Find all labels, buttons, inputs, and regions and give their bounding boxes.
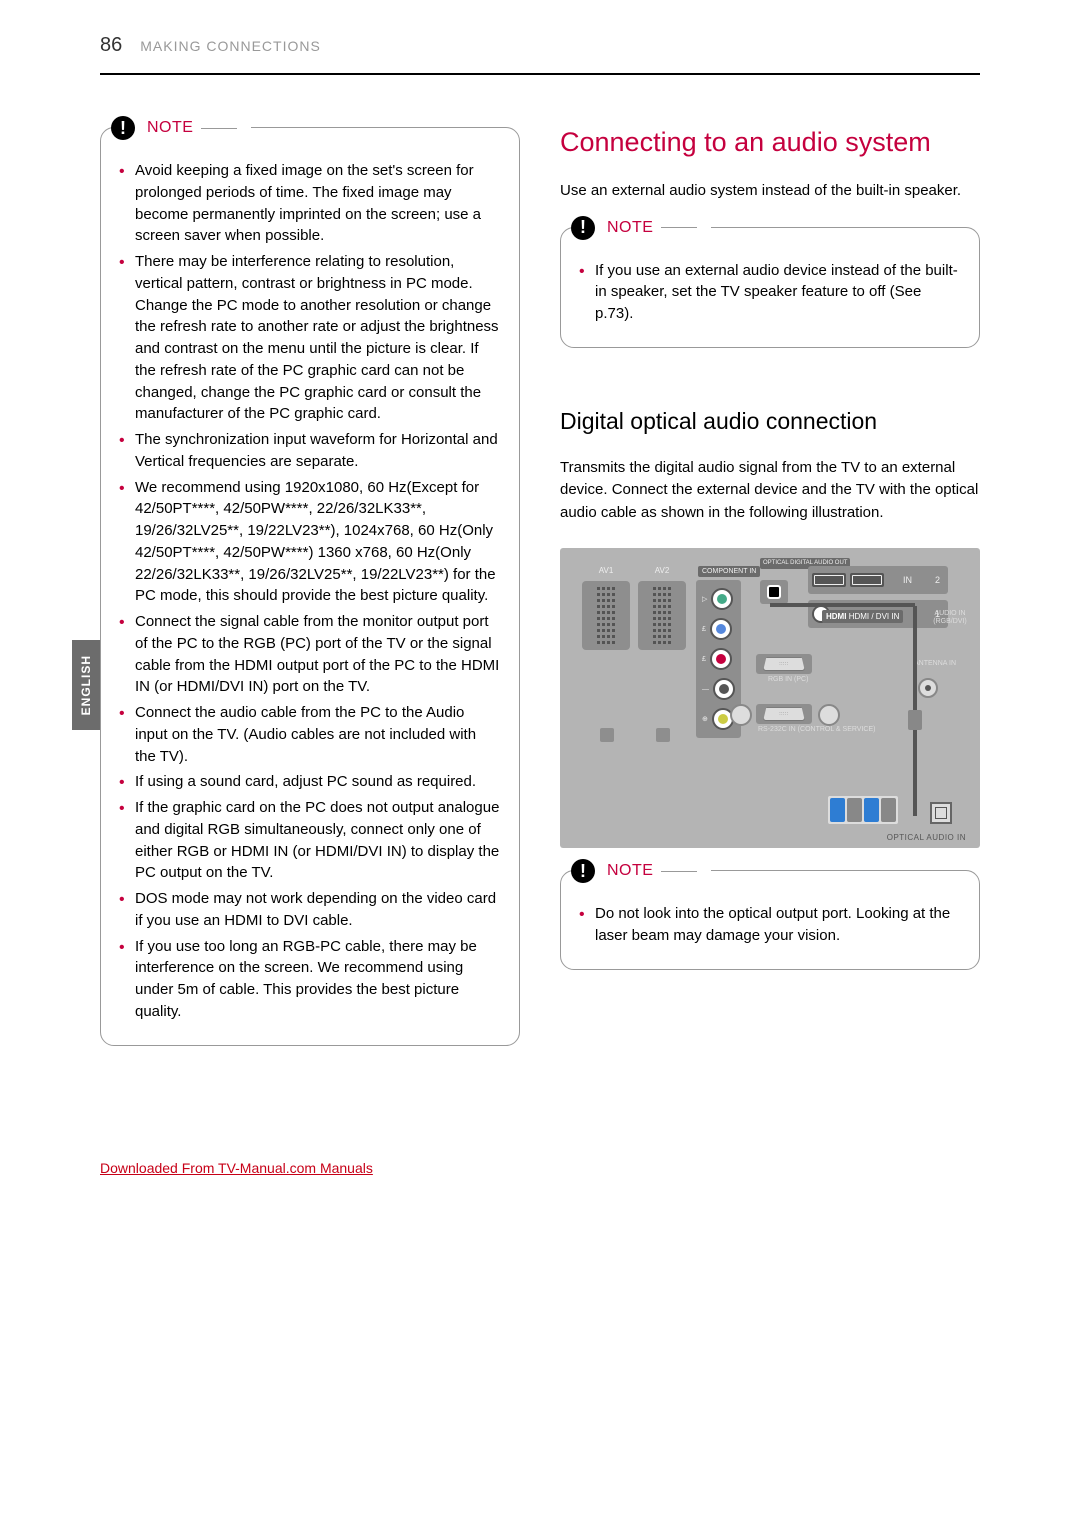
download-source-link[interactable]: Downloaded From TV-Manual.com Manuals bbox=[100, 1160, 373, 1176]
note-item: Connect the signal cable from the monito… bbox=[119, 611, 501, 698]
aux-jack-2 bbox=[818, 704, 840, 726]
usb-icon bbox=[600, 728, 614, 742]
note-header: ! NOTE bbox=[571, 859, 711, 883]
connection-diagram: AV1 AV2 bbox=[560, 548, 980, 848]
note-item: If the graphic card on the PC does not o… bbox=[119, 797, 501, 884]
hdmi-brand: HDMI bbox=[826, 612, 846, 621]
language-tab-text: ENGLISH bbox=[79, 655, 93, 715]
note-item: The synchronization input waveform for H… bbox=[119, 429, 501, 473]
note-item: We recommend using 1920x1080, 60 Hz(Exce… bbox=[119, 477, 501, 608]
note-item: There may be interference relating to re… bbox=[119, 251, 501, 425]
hdmi-dvi-label: HDMI HDMI / DVI IN bbox=[822, 610, 903, 623]
av1-port bbox=[582, 581, 630, 650]
optical-cable-horiz bbox=[770, 603, 915, 607]
note-line-decor bbox=[661, 227, 697, 228]
digital-optical-body: Transmits the digital audio signal from … bbox=[560, 457, 980, 525]
note-label: NOTE bbox=[607, 862, 653, 880]
connecting-audio-intro: Use an external audio system instead of … bbox=[560, 180, 980, 203]
note-box-audio: ! NOTE If you use an external audio devi… bbox=[560, 227, 980, 348]
rgb-in-label: RGB IN (PC) bbox=[768, 676, 808, 683]
note-box-left: ! NOTE Avoid keeping a fixed image on th… bbox=[100, 127, 520, 1046]
rs232c-label: RS-232C IN (CONTROL & SERVICE) bbox=[758, 726, 875, 733]
note-item: Do not look into the optical output port… bbox=[579, 903, 961, 947]
right-column: Connecting to an audio system Use an ext… bbox=[560, 75, 980, 1070]
hdmi-in-label: IN bbox=[903, 575, 912, 585]
note-box-optical: ! NOTE Do not look into the optical outp… bbox=[560, 870, 980, 970]
note-list-left: Avoid keeping a fixed image on the set's… bbox=[119, 160, 501, 1023]
rgb-in-port: ::::: bbox=[756, 654, 812, 674]
audio-in-label: AUDIO IN (RGB/DVI) bbox=[920, 610, 980, 625]
footer: Downloaded From TV-Manual.com Manuals bbox=[0, 1110, 1080, 1208]
component-in-label: COMPONENT IN bbox=[698, 566, 760, 577]
note-item: Avoid keeping a fixed image on the set's… bbox=[119, 160, 501, 247]
aux-jack bbox=[730, 704, 752, 726]
antenna-port bbox=[918, 678, 938, 698]
note-label: NOTE bbox=[607, 219, 653, 237]
section-title: MAKING CONNECTIONS bbox=[140, 38, 321, 54]
page-number: 86 bbox=[100, 34, 122, 57]
optical-out-port bbox=[760, 580, 788, 604]
note-header: ! NOTE bbox=[571, 216, 711, 240]
external-speaker-icon bbox=[828, 796, 898, 824]
hdmi-dvi-text: HDMI / DVI IN bbox=[849, 612, 900, 621]
note-header: ! NOTE bbox=[111, 116, 251, 140]
note-label: NOTE bbox=[147, 119, 193, 137]
av1-label: AV1 bbox=[582, 566, 630, 575]
note-icon: ! bbox=[571, 216, 595, 240]
note-list-optical: Do not look into the optical output port… bbox=[579, 903, 961, 947]
note-list-audio: If you use an external audio device inst… bbox=[579, 260, 961, 325]
note-line-decor bbox=[201, 128, 237, 129]
note-item: If using a sound card, adjust PC sound a… bbox=[119, 771, 501, 793]
note-line-decor bbox=[661, 871, 697, 872]
note-item: Connect the audio cable from the PC to t… bbox=[119, 702, 501, 767]
digital-optical-heading: Digital optical audio connection bbox=[560, 408, 980, 435]
hdmi-2-label: 2 bbox=[935, 575, 940, 585]
left-column: ! NOTE Avoid keeping a fixed image on th… bbox=[100, 75, 520, 1070]
language-tab: ENGLISH bbox=[72, 640, 100, 730]
av2-label: AV2 bbox=[638, 566, 686, 575]
note-item: DOS mode may not work depending on the v… bbox=[119, 888, 501, 932]
note-icon: ! bbox=[111, 116, 135, 140]
note-item: If you use an external audio device inst… bbox=[579, 260, 961, 325]
optical-audio-in-port bbox=[930, 802, 952, 824]
note-item: If you use too long an RGB-PC cable, the… bbox=[119, 936, 501, 1023]
rs232c-port: ::::: bbox=[756, 704, 812, 724]
antenna-label: ANTENNA IN bbox=[914, 660, 956, 667]
connecting-audio-heading: Connecting to an audio system bbox=[560, 127, 980, 158]
av2-port bbox=[638, 581, 686, 650]
optical-audio-in-label: OPTICAL AUDIO IN bbox=[887, 833, 966, 842]
usb-icon bbox=[656, 728, 670, 742]
cable-plug-mid bbox=[908, 710, 922, 730]
note-icon: ! bbox=[571, 859, 595, 883]
